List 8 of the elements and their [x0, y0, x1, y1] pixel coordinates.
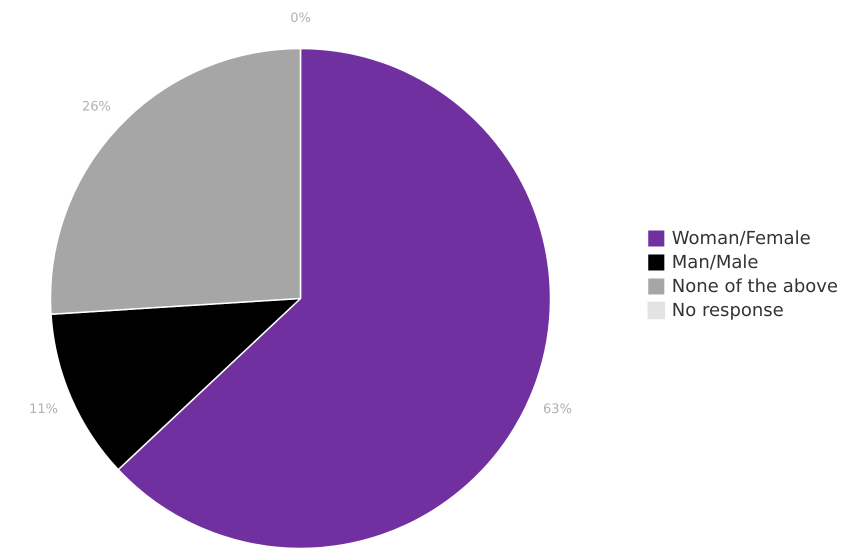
data-label: 63%	[543, 402, 572, 418]
legend-label: Man/Male	[672, 252, 758, 272]
legend-label: None of the above	[672, 276, 838, 296]
data-label: 11%	[29, 402, 58, 418]
data-label: 26%	[82, 99, 111, 114]
legend-label: Woman/Female	[672, 228, 811, 248]
legend-label: No response	[672, 300, 784, 320]
text: 0%	[290, 11, 311, 26]
